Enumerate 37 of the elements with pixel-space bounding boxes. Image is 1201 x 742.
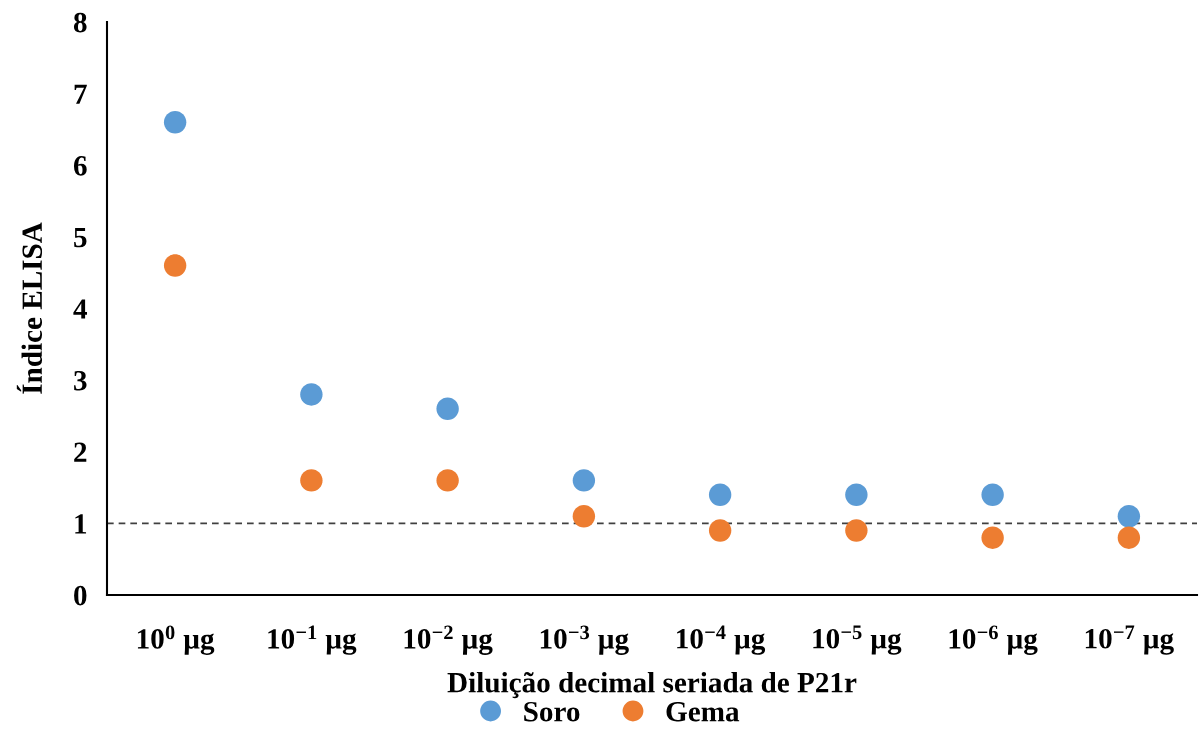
point xyxy=(981,483,1004,506)
x-tick-label: 10$^{−1}$ µg xyxy=(268,625,357,655)
y-axis-title: Índice ELISA xyxy=(16,222,43,394)
x-tick-label: 10$^{−2}$ µg xyxy=(404,625,493,655)
x-tick-label: 10$^{−7}$ µg xyxy=(1085,625,1174,655)
x-tick-label: 10$^{−5}$ µg xyxy=(813,625,902,655)
point xyxy=(1117,505,1141,528)
point xyxy=(572,505,596,528)
point xyxy=(708,483,732,506)
y-tick-label: 3 xyxy=(74,370,87,391)
legend-label: Gema xyxy=(666,701,740,722)
y-tick-label: 8 xyxy=(73,12,87,33)
point xyxy=(708,519,732,542)
point xyxy=(436,397,459,420)
point xyxy=(845,519,868,542)
x-axis-title: Diluição decimal seriada de P21r xyxy=(447,671,857,699)
point xyxy=(845,483,868,506)
point xyxy=(1117,526,1141,549)
y-tick-label: 5 xyxy=(74,227,87,248)
point xyxy=(436,469,459,492)
legend-label: Soro xyxy=(524,701,580,722)
x-tick-label: 10$^{−3}$ µg xyxy=(540,625,629,655)
point xyxy=(300,383,323,406)
y-tick-label: 2 xyxy=(74,442,87,462)
y-tick-label: 1 xyxy=(75,514,87,534)
point xyxy=(300,469,323,492)
x-tick-label: 10$^{−4}$ µg xyxy=(677,625,766,655)
point xyxy=(981,526,1004,549)
y-tick-label: 0 xyxy=(74,585,87,606)
y-tick-label: 6 xyxy=(73,156,87,176)
x-tick-label: 10$^{0}$ µg xyxy=(137,625,215,655)
y-tick-label: 4 xyxy=(73,299,88,319)
point xyxy=(163,111,187,134)
x-tick-label: 10$^{−6}$ µg xyxy=(949,625,1038,655)
point xyxy=(572,469,596,492)
point xyxy=(163,254,187,277)
y-tick-label: 7 xyxy=(74,84,87,104)
